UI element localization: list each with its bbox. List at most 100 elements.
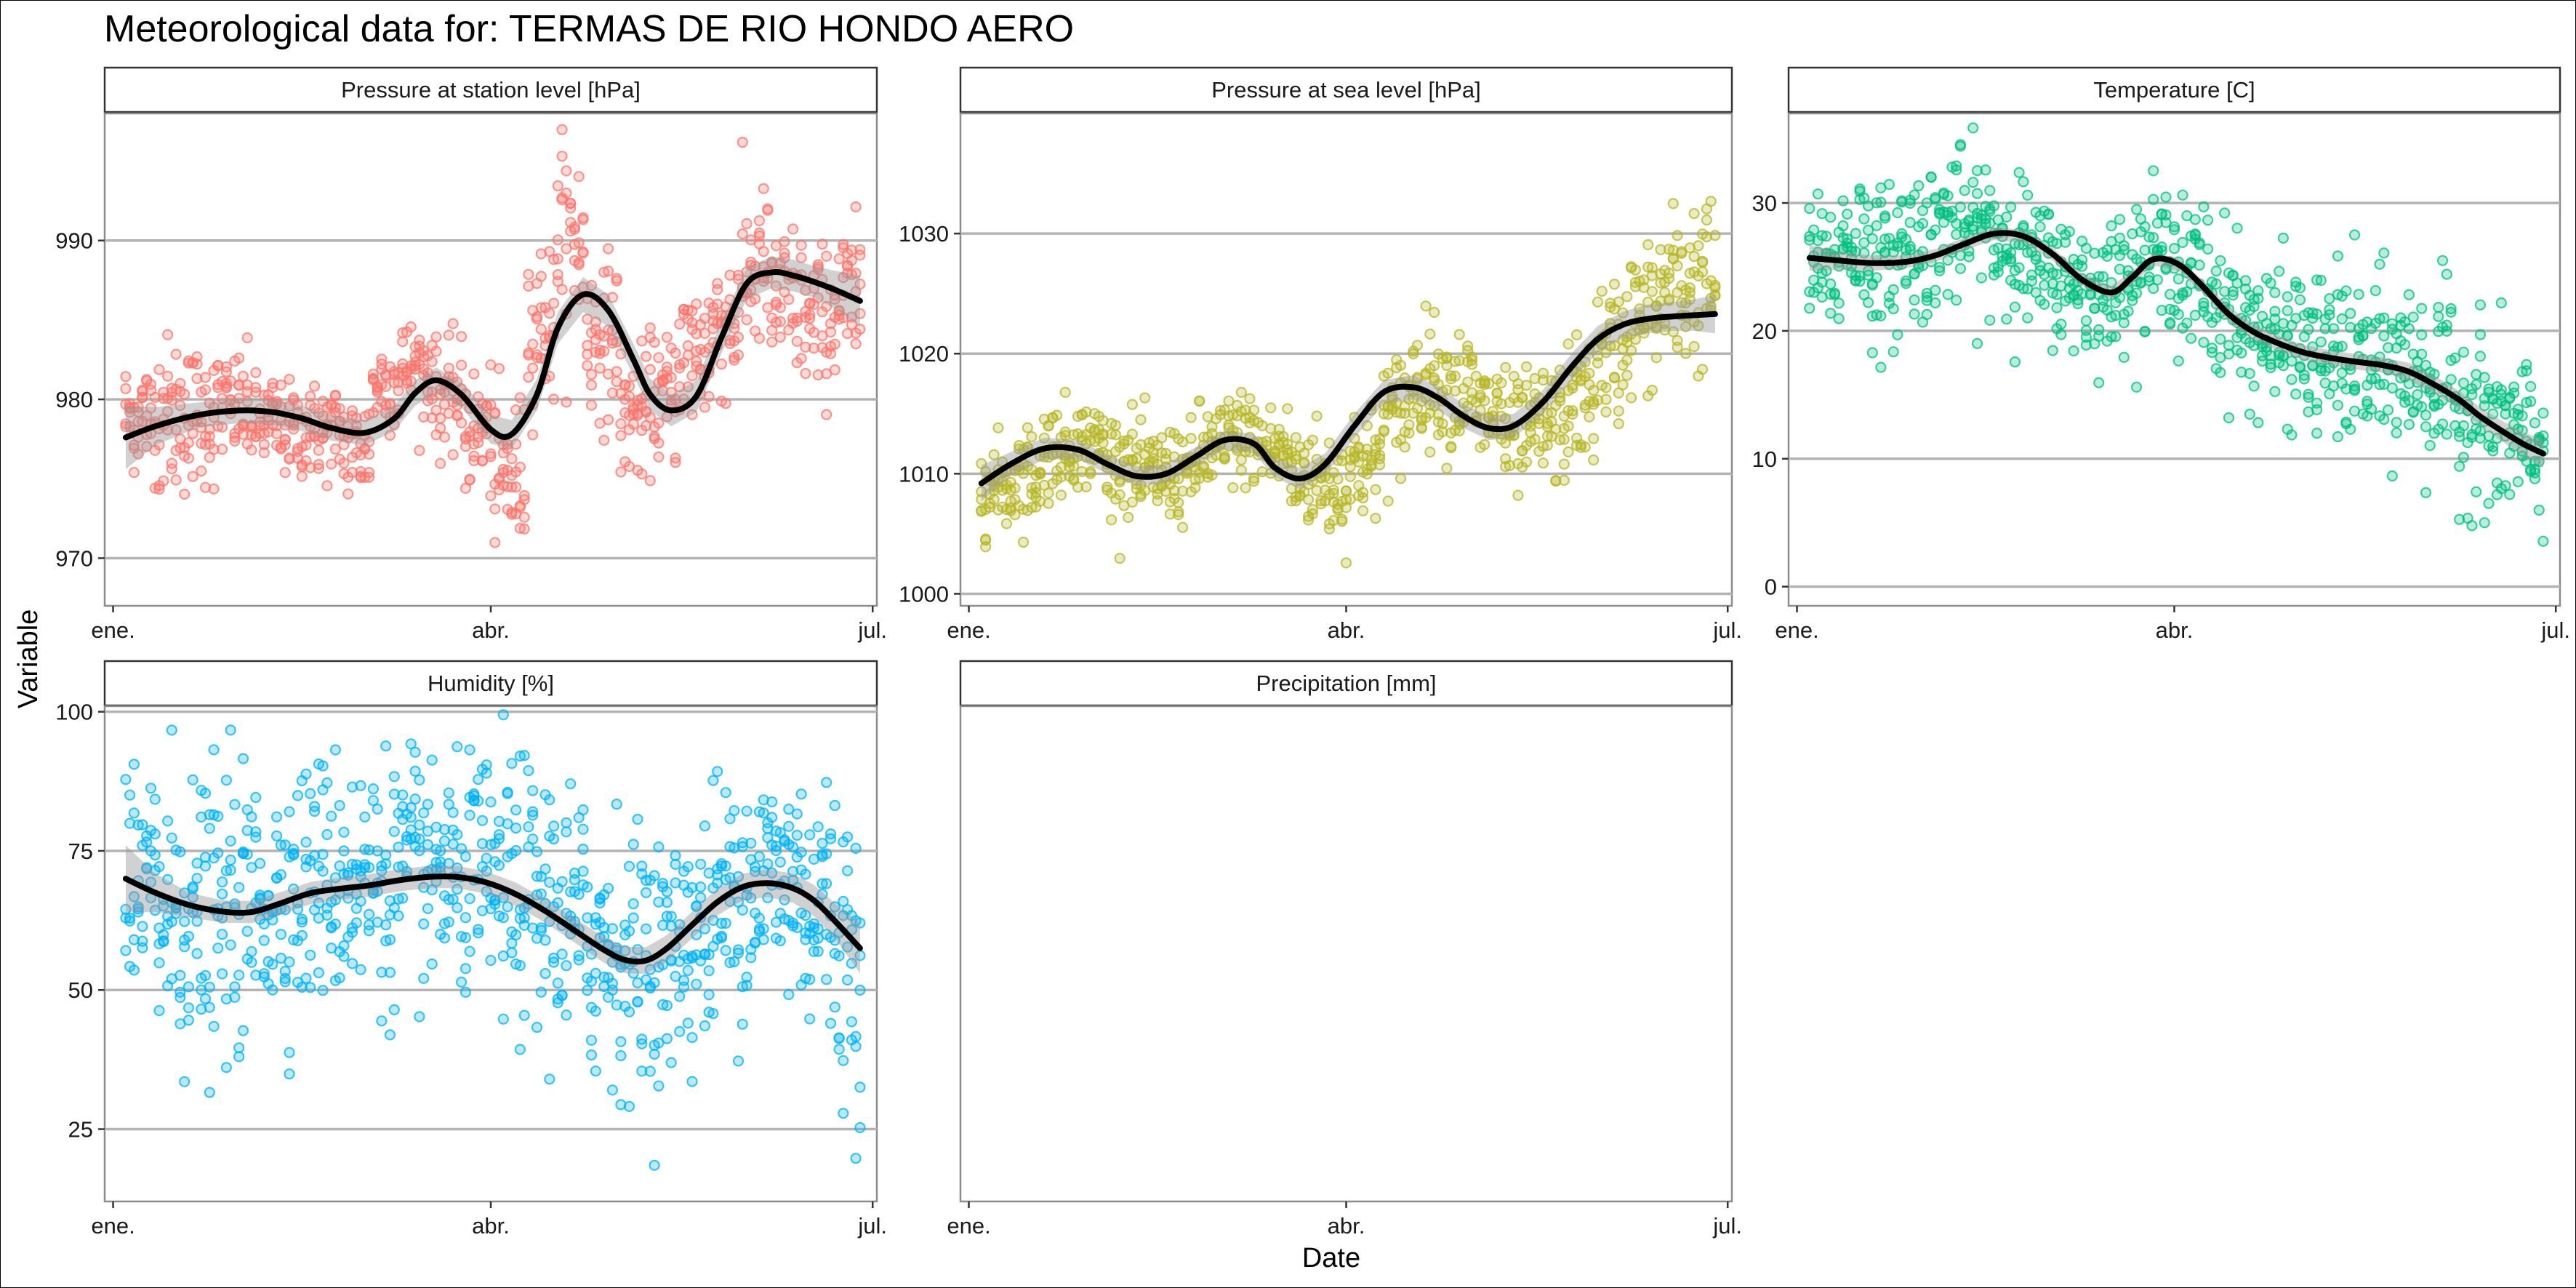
scatter-point: [1672, 260, 1683, 272]
scatter-point: [414, 444, 425, 457]
scatter-point: [455, 417, 468, 429]
scatter-point: [1600, 393, 1612, 405]
scatter-point: [2282, 305, 2293, 316]
scatter-point: [241, 925, 253, 937]
scatter-point: [338, 411, 350, 423]
figure-title: Meteorological data for: TERMAS DE RIO H…: [104, 8, 1074, 50]
scatter-point: [430, 345, 442, 357]
scatter-point: [585, 399, 598, 411]
scatter-point: [364, 862, 375, 873]
scatter-point: [2274, 265, 2285, 277]
scatter-point: [414, 819, 425, 831]
scatter-point: [2080, 324, 2092, 336]
scatter-point: [464, 473, 476, 485]
scatter-point: [1373, 438, 1386, 450]
scatter-point: [292, 790, 304, 801]
scatter-point: [539, 935, 551, 946]
panel-0: Pressure at station level [hPa] 970 980 990…: [55, 66, 887, 643]
scatter-point: [2290, 388, 2302, 400]
scatter-point: [267, 959, 278, 970]
scatter-point: [2034, 221, 2046, 233]
scatter-point: [443, 916, 454, 928]
scatter-point: [561, 187, 572, 199]
scatter-point: [1975, 272, 1987, 284]
scatter-point: [225, 724, 236, 736]
scatter-point: [1812, 188, 1823, 200]
scatter-point: [241, 849, 253, 860]
scatter-point: [217, 876, 228, 888]
scatter-point: [405, 812, 417, 823]
scatter-point: [2445, 306, 2457, 318]
scatter-point: [795, 788, 807, 800]
scatter-point: [309, 805, 321, 817]
scatter-point: [753, 332, 766, 344]
scatter-point: [2042, 209, 2055, 220]
scatter-point: [850, 268, 862, 279]
scatter-point: [737, 228, 748, 240]
scatter-point: [120, 945, 132, 956]
scatter-point: [791, 921, 803, 934]
scatter-point: [473, 927, 484, 939]
scatter-point: [854, 308, 866, 319]
scatter-point: [988, 449, 1000, 460]
scatter-point: [485, 448, 497, 460]
scatter-point: [1646, 384, 1658, 396]
scatter-point: [317, 760, 329, 772]
scatter-point: [2378, 312, 2390, 324]
scatter-point: [388, 825, 400, 837]
scatter-point: [342, 488, 354, 500]
scatter-point: [2168, 221, 2180, 233]
scatter-point: [565, 778, 577, 790]
scatter-point: [1942, 190, 1954, 201]
scatter-point: [2449, 352, 2461, 364]
scatter-point: [2403, 418, 2415, 431]
scatter-point: [1558, 458, 1570, 470]
panel-background: [103, 705, 878, 1203]
scatter-point: [821, 878, 832, 889]
scatter-point: [1842, 208, 1853, 220]
x-tick-label: ene.: [947, 617, 990, 643]
scatter-point: [1875, 310, 1887, 321]
scatter-point: [2529, 473, 2540, 484]
scatter-point: [1934, 262, 1946, 273]
scatter-point: [2223, 412, 2235, 424]
scatter-point: [1420, 300, 1432, 312]
scatter-point: [602, 265, 614, 277]
scatter-point: [510, 439, 522, 450]
scatter-point: [2277, 232, 2289, 244]
scatter-point: [606, 977, 619, 989]
y-tick-label: 1020: [899, 341, 949, 367]
scatter-point: [779, 247, 790, 259]
scatter-point: [158, 475, 169, 487]
scatter-point: [661, 897, 673, 908]
scatter-point: [2265, 277, 2276, 289]
scatter-point: [2370, 285, 2381, 297]
x-tick-label: jul.: [2540, 617, 2570, 643]
scatter-point: [132, 448, 144, 460]
scatter-point: [2324, 304, 2335, 316]
scatter-point: [384, 429, 396, 441]
scatter-point: [988, 494, 1000, 505]
scatter-point: [460, 986, 472, 998]
scatter-point: [364, 925, 375, 937]
scatter-point: [1909, 308, 1920, 320]
scatter-point: [682, 340, 694, 352]
scatter-point: [237, 753, 249, 764]
scatter-point: [393, 385, 404, 396]
scatter-point: [217, 888, 228, 900]
scatter-point: [2311, 427, 2323, 439]
scatter-point: [300, 836, 312, 848]
scatter-point: [2537, 407, 2549, 419]
scatter-point: [791, 335, 803, 347]
scatter-point: [2479, 372, 2490, 383]
scatter-point: [1866, 233, 1878, 244]
scatter-point: [2412, 388, 2423, 401]
scatter-point: [2445, 374, 2457, 385]
scatter-point: [258, 968, 270, 980]
scatter-point: [1244, 393, 1256, 404]
scatter-point: [2215, 367, 2226, 378]
scatter-point: [611, 799, 622, 810]
scatter-point: [1971, 337, 1983, 349]
scatter-point: [380, 740, 392, 752]
scatter-point: [2457, 346, 2469, 358]
